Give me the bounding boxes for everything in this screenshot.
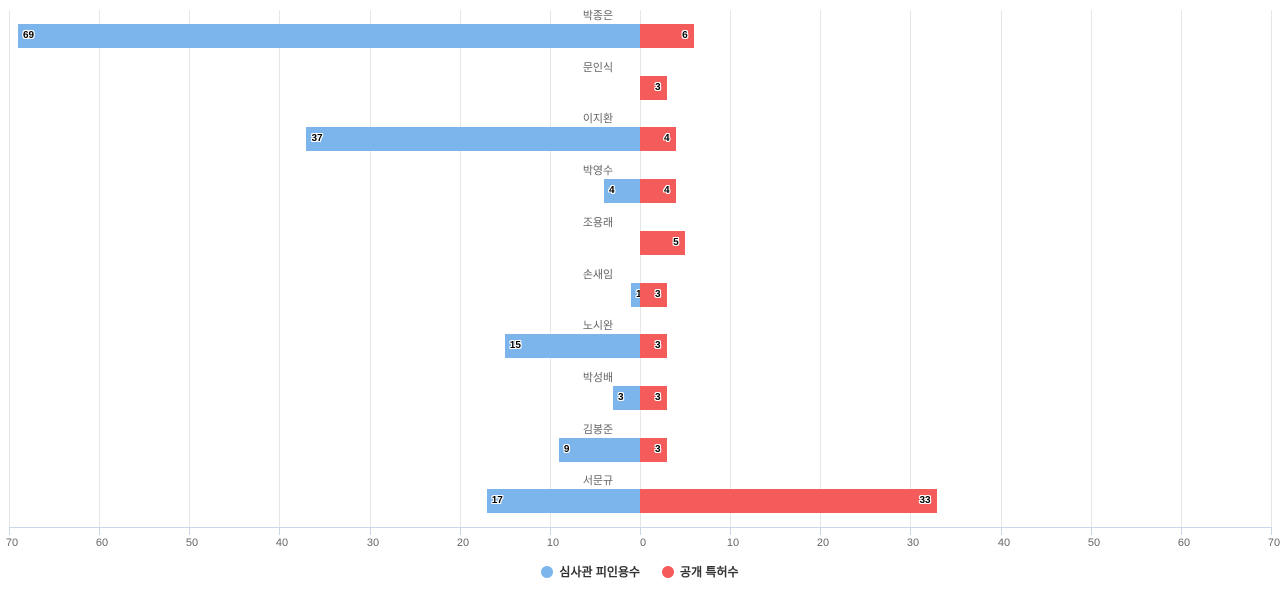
- data-label: 15: [509, 340, 521, 351]
- data-label: 3: [655, 392, 661, 403]
- x-tick-label: 10: [726, 537, 740, 549]
- x-tick-mark: [9, 527, 10, 535]
- x-tick-mark: [910, 527, 911, 535]
- x-tick-mark: [730, 527, 731, 535]
- category-label: 박성배: [582, 372, 614, 384]
- category-label: 문인식: [582, 62, 614, 74]
- x-tick-label: 0: [639, 537, 647, 549]
- data-label: 33: [919, 495, 931, 506]
- bar-citations[interactable]: [486, 489, 640, 513]
- bar-citations[interactable]: [18, 24, 640, 48]
- data-label: 69: [23, 30, 35, 41]
- bar-patents[interactable]: [640, 24, 695, 48]
- grid-line: [1271, 10, 1272, 527]
- x-tick-label: 70: [5, 537, 19, 549]
- bar-citations[interactable]: [306, 127, 640, 151]
- data-label: 6: [682, 30, 688, 41]
- x-tick-mark: [1181, 527, 1182, 535]
- data-label: 37: [311, 133, 323, 144]
- bar-patents[interactable]: [640, 489, 938, 513]
- grid-line: [460, 10, 461, 527]
- x-tick-mark: [640, 527, 641, 535]
- grid-line: [550, 10, 551, 527]
- bar-citations[interactable]: [603, 179, 640, 203]
- x-tick-mark: [1091, 527, 1092, 535]
- x-tick-label: 20: [456, 537, 470, 549]
- x-tick-label: 30: [906, 537, 920, 549]
- legend-label: 심사관 피인용수: [559, 565, 641, 579]
- x-tick-label: 30: [366, 537, 380, 549]
- category-label: 손새임: [582, 269, 614, 281]
- grid-line: [1091, 10, 1092, 527]
- category-label: 박종은: [582, 10, 614, 22]
- bar-patents[interactable]: [640, 283, 668, 307]
- legend-dot-icon: [541, 565, 554, 578]
- bar-patents[interactable]: [640, 127, 677, 151]
- grid-line: [1181, 10, 1182, 527]
- x-tick-mark: [1271, 527, 1272, 535]
- data-label: 3: [617, 392, 624, 403]
- bar-citations[interactable]: [630, 283, 640, 307]
- x-tick-mark: [1001, 527, 1002, 535]
- grid-line: [9, 10, 10, 527]
- bar-patents[interactable]: [640, 334, 668, 358]
- x-tick-mark: [279, 527, 280, 535]
- legend-dot-icon: [662, 565, 675, 578]
- data-label: 9: [563, 444, 570, 455]
- x-tick-label: 60: [1177, 537, 1191, 549]
- x-tick-label: 50: [185, 537, 199, 549]
- grid-line: [279, 10, 280, 527]
- data-label: 3: [655, 444, 661, 455]
- legend-label: 공개 특허수: [680, 565, 739, 579]
- x-tick-mark: [189, 527, 190, 535]
- category-label: 이지환: [582, 113, 614, 125]
- category-label: 노시완: [582, 320, 614, 332]
- x-tick-label: 20: [816, 537, 830, 549]
- bar-patents[interactable]: [640, 386, 668, 410]
- grid-line: [370, 10, 371, 527]
- grid-line: [910, 10, 911, 527]
- bar-patents[interactable]: [640, 76, 668, 100]
- data-label: 3: [655, 340, 661, 351]
- bar-patents[interactable]: [640, 231, 686, 255]
- x-tick-label: 40: [997, 537, 1011, 549]
- grid-line: [99, 10, 100, 527]
- x-tick-mark: [820, 527, 821, 535]
- category-label: 김봉준: [582, 424, 614, 436]
- data-label: 4: [608, 185, 615, 196]
- legend: 심사관 피인용수 공개 특허수: [0, 563, 1280, 580]
- bar-citations[interactable]: [504, 334, 640, 358]
- data-label: 4: [664, 185, 670, 196]
- x-tick-label: 10: [546, 537, 560, 549]
- legend-item-citations[interactable]: 심사관 피인용수: [541, 563, 640, 580]
- data-label: 3: [655, 289, 661, 300]
- x-tick-mark: [99, 527, 100, 535]
- bar-patents[interactable]: [640, 438, 668, 462]
- grid-line: [820, 10, 821, 527]
- x-tick-label: 60: [95, 537, 109, 549]
- bar-patents[interactable]: [640, 179, 677, 203]
- data-label: 1: [635, 289, 642, 300]
- data-label: 5: [673, 237, 679, 248]
- bar-citations[interactable]: [612, 386, 640, 410]
- x-tick-label: 40: [275, 537, 289, 549]
- x-tick-mark: [460, 527, 461, 535]
- grid-line: [640, 10, 641, 527]
- data-label: 17: [491, 495, 503, 506]
- grid-line: [1001, 10, 1002, 527]
- grid-line: [189, 10, 190, 527]
- category-label: 서문규: [582, 475, 614, 487]
- data-label: 4: [664, 133, 670, 144]
- category-label: 조용래: [582, 217, 614, 229]
- x-tick-label: 50: [1087, 537, 1101, 549]
- x-tick-label: 70: [1267, 537, 1280, 549]
- x-tick-mark: [370, 527, 371, 535]
- data-label: 3: [655, 82, 661, 93]
- x-tick-mark: [550, 527, 551, 535]
- bar-citations[interactable]: [558, 438, 640, 462]
- category-label: 박영수: [582, 165, 614, 177]
- grid-line: [730, 10, 731, 527]
- legend-item-patents[interactable]: 공개 특허수: [662, 563, 739, 580]
